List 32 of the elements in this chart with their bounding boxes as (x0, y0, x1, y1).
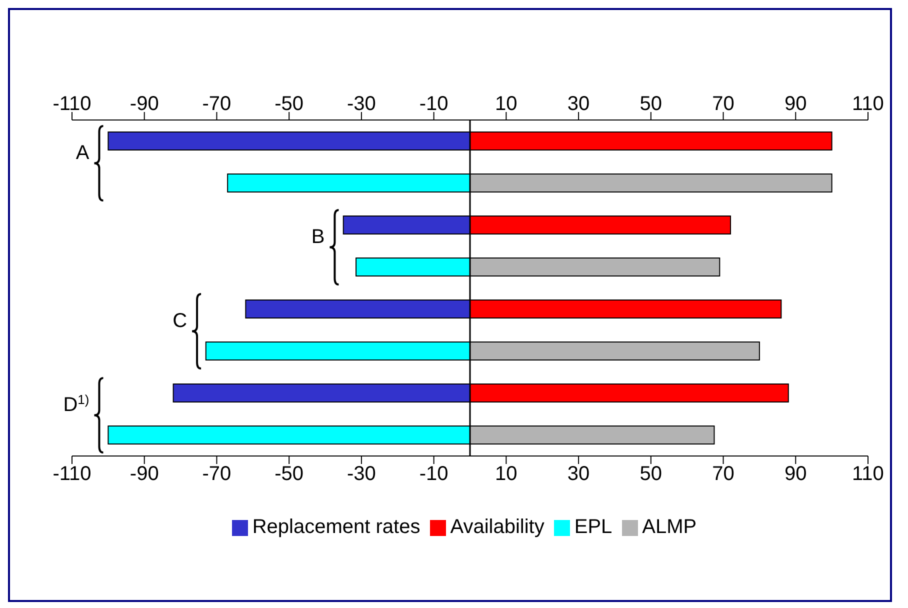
x2-tick-label: -10 (419, 93, 448, 115)
y-tick-label: A (76, 142, 90, 164)
legend-label: EPL (574, 516, 612, 538)
x2-tick-label: -50 (274, 93, 304, 115)
legend-label: ALMP (642, 516, 697, 538)
y-tick-label: B (311, 226, 325, 248)
x-tick-label: 110 (852, 463, 884, 486)
x-tick-label: -10 (419, 463, 448, 486)
x-tick-label: -70 (202, 463, 232, 486)
y-tick-label: D$^{1)}$ (63, 392, 90, 416)
x2-tick-label: 10 (495, 93, 518, 115)
x2-tick-label: -70 (202, 93, 232, 115)
x2-tick-label: -30 (347, 93, 376, 115)
x2-tick-label: 70 (712, 93, 734, 115)
x-tick-label: 30 (567, 463, 590, 486)
x2-tick-label: 50 (640, 93, 662, 115)
x-tick-label: -50 (274, 463, 304, 486)
x2-tick-label: 110 (852, 93, 884, 115)
x-tick-label: -30 (347, 463, 376, 486)
x-tick-label: 10 (495, 463, 518, 486)
x-tick-label: -90 (130, 463, 159, 486)
legend-label: Replacement rates (252, 516, 420, 538)
y-tick-label: C (172, 310, 188, 332)
x-tick-label: 50 (640, 463, 662, 486)
x-tick-label: -110 (52, 463, 92, 486)
legend-label: Availability (450, 516, 544, 538)
x-tick-label: 70 (712, 463, 734, 486)
x2-tick-label: 90 (784, 93, 807, 115)
x2-tick-label: -110 (52, 93, 92, 115)
x2-tick-label: -90 (130, 93, 159, 115)
x2-tick-label: 30 (567, 93, 590, 115)
x-tick-label: 90 (784, 463, 807, 486)
